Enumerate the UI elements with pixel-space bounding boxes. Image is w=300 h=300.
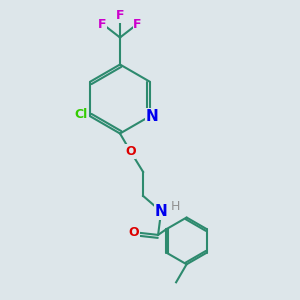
Text: N: N xyxy=(146,109,159,124)
Text: F: F xyxy=(133,17,142,31)
Text: F: F xyxy=(116,9,124,22)
Text: O: O xyxy=(129,226,140,239)
Text: Cl: Cl xyxy=(74,108,87,121)
Text: F: F xyxy=(98,17,107,31)
Text: O: O xyxy=(125,145,136,158)
Text: H: H xyxy=(171,200,180,214)
Text: N: N xyxy=(155,204,167,219)
